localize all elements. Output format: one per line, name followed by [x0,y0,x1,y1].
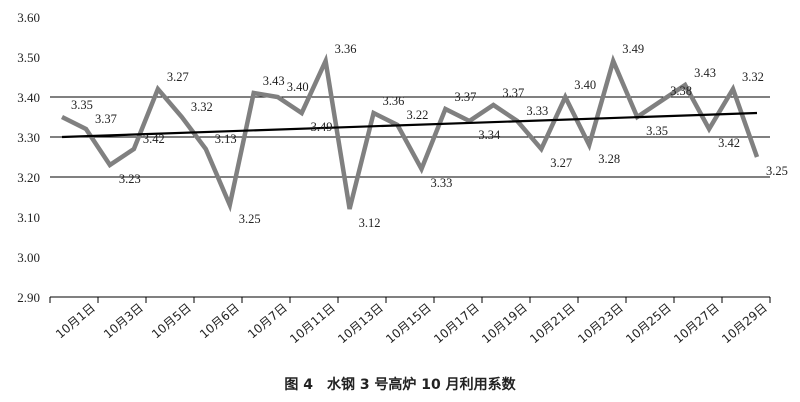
data-label: 3.13 [215,132,237,146]
x-tick-label: 10月17日 [431,301,482,347]
data-label: 3.40 [574,78,596,92]
data-label: 3.32 [191,100,213,114]
data-label: 3.35 [71,98,93,112]
y-tick-label: 3.20 [17,170,40,185]
data-label: 3.49 [622,42,644,56]
data-label: 3.43 [263,74,285,88]
data-label: 3.36 [383,94,405,108]
data-label: 3.23 [119,172,141,186]
x-tick-label: 10月11日 [287,301,338,347]
figure-caption: 图 4 水钢 3 号高炉 10 月利用系数 [284,377,516,393]
data-label: 3.38 [670,84,692,98]
series-line [60,53,760,213]
y-tick-label: 2.90 [17,290,40,305]
x-tick-label: 10月29日 [719,301,770,347]
data-label: 3.37 [454,90,476,104]
data-label: 3.22 [407,108,429,122]
data-label: 3.42 [718,136,740,150]
data-label: 3.43 [694,66,716,80]
x-tick-label: 10月15日 [383,301,434,347]
y-tick-label: 3.40 [17,90,40,105]
data-label: 3.40 [287,80,309,94]
data-label: 3.42 [143,132,165,146]
data-label: 3.27 [550,156,572,170]
x-tick-label: 10月21日 [527,301,578,347]
data-label: 3.37 [95,112,117,126]
x-tick-label: 10月7日 [245,301,290,342]
y-tick-label: 3.10 [17,210,40,225]
x-tick-label: 10月3日 [101,301,146,342]
y-tick-label: 3.00 [17,250,40,265]
data-label: 3.25 [239,212,261,226]
data-label: 3.27 [167,70,189,84]
data-label: 3.12 [359,216,381,230]
data-label: 3.49 [311,120,333,134]
y-tick-label: 3.50 [17,50,40,65]
x-tick-label: 10月1日 [53,301,98,342]
trend-line [61,111,758,139]
x-tick-label: 10月13日 [335,301,386,347]
data-label: 3.28 [598,152,620,166]
data-label: 3.36 [335,42,357,56]
x-tick-label: 10月19日 [479,301,530,347]
data-label: 3.32 [742,70,764,84]
data-label: 3.37 [502,86,524,100]
x-tick-label: 10月27日 [671,301,722,347]
y-tick-label: 3.30 [17,130,40,145]
data-label: 3.35 [646,124,668,138]
data-label: 3.33 [430,176,452,190]
x-tick-label: 10月25日 [623,301,674,347]
y-tick-label: 3.60 [17,10,40,25]
x-tick-label: 10月6日 [197,301,242,342]
x-tick-label: 10月5日 [149,301,194,342]
data-label: 3.25 [766,164,788,178]
data-label: 3.33 [526,104,548,118]
data-label: 3.34 [478,128,501,142]
x-tick-label: 10月23日 [575,301,626,347]
